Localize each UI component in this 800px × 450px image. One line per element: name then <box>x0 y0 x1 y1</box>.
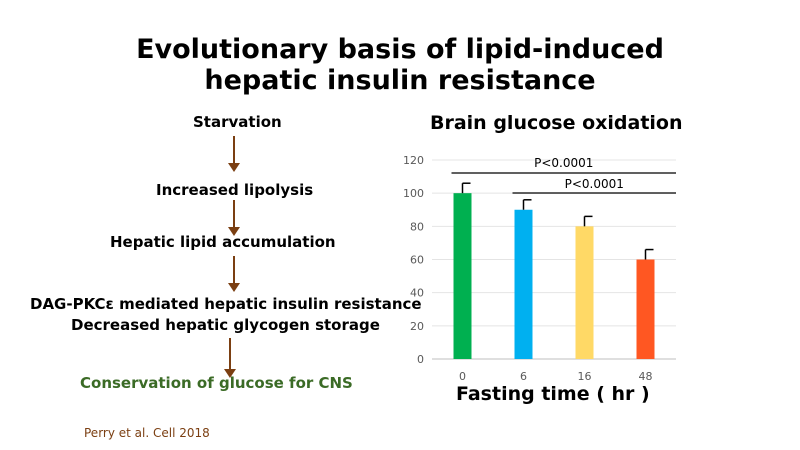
flow-step-glycogen-storage: Decreased hepatic glycogen storage <box>71 316 380 334</box>
significance-label: P<0.0001 <box>534 156 593 170</box>
x-tick-label: 16 <box>578 370 592 383</box>
x-tick-label: 48 <box>639 370 653 383</box>
flow-arrow-4 <box>223 338 237 378</box>
significance-label: P<0.0001 <box>565 177 624 191</box>
y-tick-label: 80 <box>410 220 424 233</box>
flow-step-starvation: Starvation <box>193 113 282 131</box>
y-tick-label: 0 <box>417 353 424 366</box>
slide-title: Evolutionary basis of lipid-induced hepa… <box>0 34 800 96</box>
bar <box>636 259 655 359</box>
flow-final-step: Conservation of glucose for CNS <box>80 374 353 392</box>
slide-title-line1: Evolutionary basis of lipid-induced <box>136 34 664 65</box>
chart-title: Brain glucose oxidation <box>430 112 683 134</box>
y-tick-label: 120 <box>403 154 424 167</box>
flow-step-lipid-accumulation: Hepatic lipid accumulation <box>110 233 336 251</box>
y-tick-label: 60 <box>410 254 424 267</box>
bar <box>575 226 594 359</box>
x-tick-label: 6 <box>520 370 527 383</box>
citation: Perry et al. Cell 2018 <box>84 426 210 440</box>
y-tick-label: 20 <box>410 320 424 333</box>
y-tick-label: 40 <box>410 287 424 300</box>
flow-arrow-2 <box>227 200 241 236</box>
flow-arrow-1 <box>227 136 241 172</box>
flow-arrow-3 <box>227 256 241 292</box>
flow-step-lipolysis: Increased lipolysis <box>156 181 314 199</box>
bar <box>453 193 472 359</box>
x-axis-label: Fasting time ( hr ) <box>456 383 650 405</box>
bar <box>514 209 533 359</box>
slide-title-line2: hepatic insulin resistance <box>204 65 596 96</box>
y-tick-label: 100 <box>403 187 424 200</box>
flow-step-insulin-resistance: DAG-PKCε mediated hepatic insulin resist… <box>30 295 422 313</box>
x-tick-label: 0 <box>459 370 466 383</box>
